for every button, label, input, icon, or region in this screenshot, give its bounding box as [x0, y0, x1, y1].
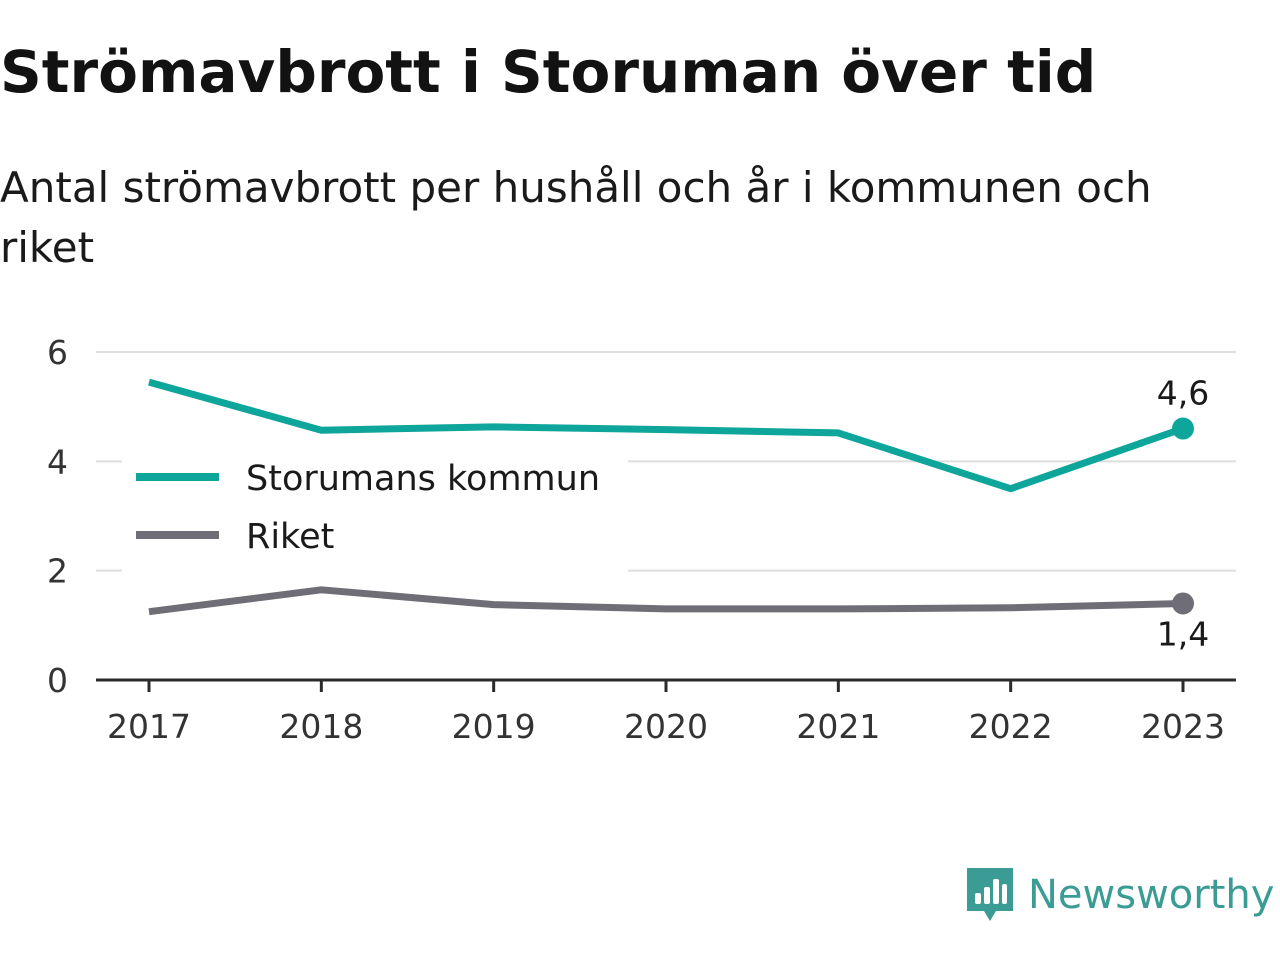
x-tick-label: 2022 — [969, 707, 1053, 746]
x-tick-label: 2023 — [1141, 707, 1225, 746]
x-tick-label: 2019 — [452, 707, 536, 746]
series-line-1 — [148, 586, 1184, 616]
x-tick-label: 2017 — [107, 707, 191, 746]
y-tick-label: 4 — [47, 442, 68, 481]
series-line-0 — [148, 378, 1185, 493]
data-point — [1172, 592, 1194, 615]
brand-name: Newsworthy — [1028, 872, 1275, 918]
end-labels: 4,6 1,4 — [1157, 374, 1209, 654]
axes: 0 2 4 6 2017 2018 2019 2020 2021 2022 2023 — [47, 333, 1236, 746]
end-value-label: 1,4 — [1157, 614, 1209, 653]
y-tick-label: 2 — [47, 552, 68, 591]
y-tick-label: 6 — [47, 333, 68, 372]
newsworthy-logo-icon — [967, 868, 1013, 921]
legend: Storumans kommun Riket — [122, 448, 628, 572]
chart-subtitle: Antal strömavbrott per hushåll och år i … — [0, 163, 1152, 272]
brand-logo: Newsworthy — [964, 860, 1274, 930]
legend-background — [122, 448, 628, 572]
chart-title: Strömavbrott i Storuman över tid — [0, 38, 1097, 106]
x-tick-label: 2020 — [624, 707, 708, 746]
series-lines — [148, 378, 1194, 616]
y-tick-label: 0 — [47, 661, 68, 700]
x-tick-label: 2018 — [279, 707, 363, 746]
legend-label: Storumans kommun — [246, 459, 600, 499]
data-point — [1172, 417, 1194, 440]
x-tick-label: 2021 — [796, 707, 880, 746]
end-value-label: 4,6 — [1157, 374, 1209, 413]
legend-label: Riket — [246, 517, 334, 557]
